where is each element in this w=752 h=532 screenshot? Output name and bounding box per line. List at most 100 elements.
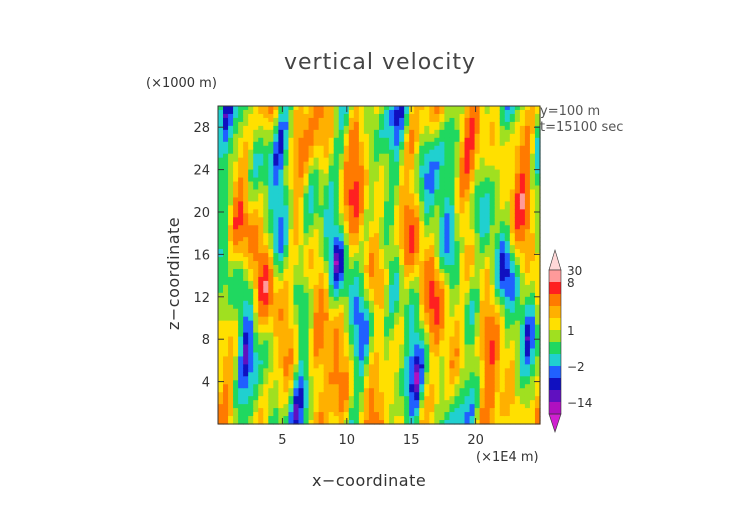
heatmap-cell [298,356,305,362]
heatmap-cell [394,165,400,171]
heatmap-cell [409,356,415,362]
heatmap-cell [474,328,481,334]
heatmap-cell [434,292,440,298]
heatmap-cell [278,336,285,342]
heatmap-cell [338,205,345,210]
heatmap-cell [514,217,521,222]
heatmap-cell [353,245,360,250]
heatmap-cell [499,360,506,365]
heatmap-cell [353,205,360,210]
heatmap-cell [464,169,471,175]
heatmap-cell [248,324,254,330]
heatmap-cell [429,145,435,151]
heatmap-cell [434,388,440,393]
heatmap-cell [283,284,290,290]
heatmap-cell [328,416,335,421]
heatmap-cell [343,400,350,405]
heatmap-cell [248,229,254,234]
heatmap-cell [449,137,456,143]
heatmap-cell [263,117,269,123]
heatmap-cell [278,257,285,262]
heatmap-cell [519,268,526,274]
heatmap-cell [348,280,355,286]
heatmap-cell [414,257,420,262]
heatmap-cell [233,292,239,298]
heatmap-cell [288,149,295,155]
heatmap-cell [288,348,295,354]
heatmap-cell [238,165,244,171]
heatmap-cell [363,265,370,270]
heatmap-cell [243,276,249,282]
heatmap-cell [399,408,405,413]
heatmap-cell [368,300,375,306]
heatmap-cell [313,157,320,163]
heatmap-cell [439,396,446,401]
heatmap-cell [399,316,405,322]
heatmap-cell [368,177,375,183]
heatmap-cell [464,145,471,151]
heatmap-cell [233,181,239,187]
heatmap-cell [404,125,410,131]
heatmap-cell [358,296,365,302]
heatmap-cell [484,201,491,206]
heatmap-cell [529,205,536,210]
heatmap-cell [509,121,516,127]
heatmap-cell [348,380,355,385]
heatmap-cell [399,189,405,195]
heatmap-cell [419,237,425,242]
heatmap-cell [439,193,446,199]
heatmap-cell [494,332,501,338]
heatmap-cell [409,388,415,393]
heatmap-cell [348,328,355,334]
heatmap-cell [504,161,511,167]
heatmap-cell [519,249,526,254]
heatmap-cell [313,141,320,147]
heatmap-cell [409,221,415,226]
heatmap-cell [373,320,380,326]
heatmap-cell [338,304,345,310]
heatmap-cell [379,129,385,135]
heatmap-cell [489,117,496,123]
heatmap-cell [529,129,536,135]
heatmap-cell [233,229,239,234]
heatmap-cell [484,225,491,230]
heatmap-cell [469,316,476,322]
heatmap-cell [318,209,325,214]
heatmap-cell [414,181,420,187]
heatmap-cell [308,320,315,326]
heatmap-cell [379,372,385,377]
heatmap-cell [454,157,461,163]
heatmap-cell [499,185,506,191]
heatmap-cell [258,106,264,111]
heatmap-cell [293,288,300,294]
heatmap-cell [509,169,516,175]
heatmap-cell [514,185,521,191]
heatmap-cell [368,245,375,250]
heatmap-cell [459,221,466,226]
heatmap-cell [414,125,420,131]
heatmap-cell [293,316,300,322]
heatmap-cell [223,364,229,369]
heatmap-cell [323,404,330,409]
heatmap-cell [459,392,466,397]
heatmap-cell [233,237,239,242]
heatmap-cell [253,189,259,195]
heatmap-cell [243,237,249,242]
heatmap-cell [313,161,320,167]
heatmap-cell [389,261,395,266]
heatmap-cell [409,153,415,159]
heatmap-cell [268,324,274,330]
heatmap-cell [379,106,385,111]
heatmap-cell [459,249,466,254]
heatmap-cell [379,268,385,274]
heatmap-cell [479,328,486,334]
heatmap-cell [459,125,466,131]
heatmap-cell [519,276,526,282]
heatmap-cell [479,205,486,210]
heatmap-cell [358,121,365,127]
heatmap-cell [389,276,395,282]
heatmap-cell [223,384,229,389]
heatmap-cell [248,173,254,179]
heatmap-cell [384,137,390,143]
heatmap-cell [263,296,269,302]
